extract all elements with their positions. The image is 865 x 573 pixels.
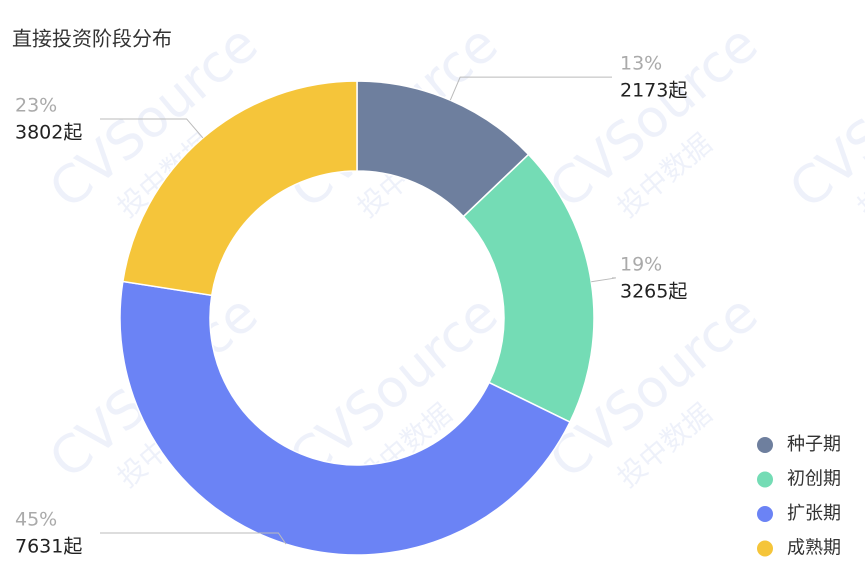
legend-marker <box>757 437 773 453</box>
legend-marker <box>757 540 773 557</box>
slice <box>121 80 358 297</box>
percent-label: 23% <box>15 94 57 116</box>
leader-line <box>100 118 204 139</box>
value-label: 2173起 <box>620 80 687 102</box>
legend-marker <box>757 471 773 488</box>
slice <box>462 153 595 424</box>
percent-label: 45% <box>15 509 57 531</box>
legend-label: 成熟期 <box>787 538 841 559</box>
leader-line <box>449 76 612 101</box>
legend-marker <box>757 506 773 522</box>
value-label: 3802起 <box>15 121 82 143</box>
legend-label: 初创期 <box>787 469 841 490</box>
legend-label: 种子期 <box>787 434 841 455</box>
chart-title: 直接投资阶段分布 <box>12 27 172 51</box>
watermark-text: CVSource <box>779 14 865 221</box>
legend-label: 扩张期 <box>787 503 841 524</box>
value-label: 3265起 <box>620 280 687 302</box>
leader-line <box>100 532 287 545</box>
percent-label: 19% <box>620 253 662 275</box>
slice <box>119 280 571 556</box>
value-label: 7631起 <box>15 536 82 558</box>
percent-label: 13% <box>620 53 662 75</box>
leader-line <box>591 277 616 283</box>
